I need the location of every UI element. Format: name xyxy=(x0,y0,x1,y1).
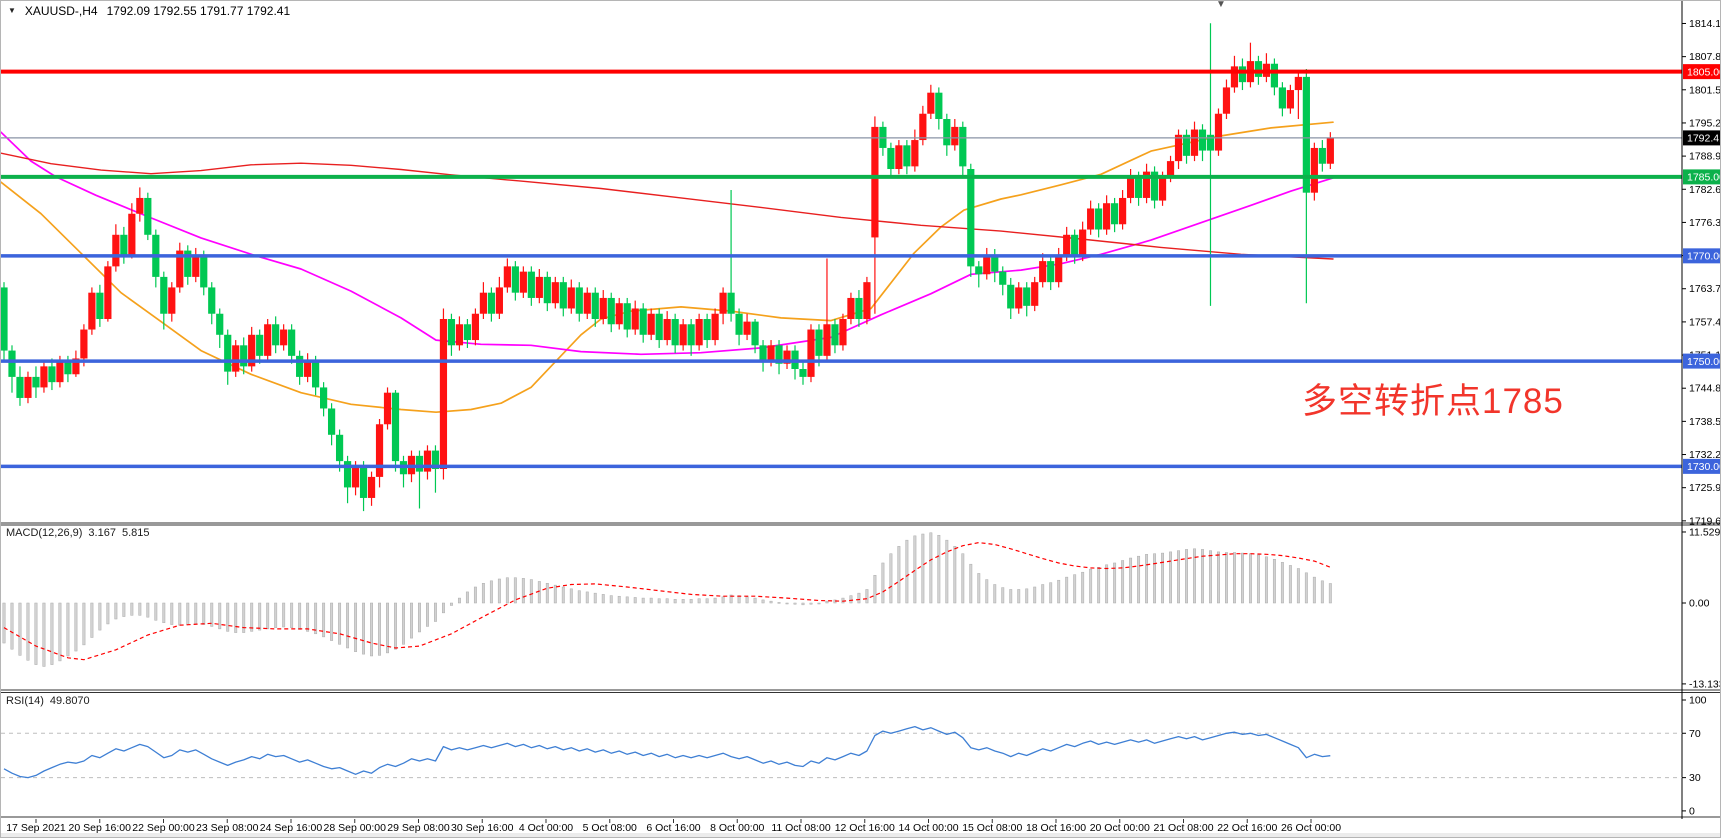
macd-panel: 11.529 0.00 -13.133 xyxy=(2,526,1721,690)
svg-text:26 Oct 00:00: 26 Oct 00:00 xyxy=(1281,822,1341,834)
svg-text:17 Sep 2021: 17 Sep 2021 xyxy=(6,822,66,834)
svg-text:22 Sep 00:00: 22 Sep 00:00 xyxy=(132,822,195,834)
svg-text:1801.55: 1801.55 xyxy=(1689,84,1721,96)
svg-text:5 Oct 08:00: 5 Oct 08:00 xyxy=(583,822,637,834)
svg-text:1776.35: 1776.35 xyxy=(1689,217,1721,229)
ohlc-values: 1792.09 1792.55 1791.77 1792.41 xyxy=(106,4,291,18)
rsi-name: RSI(14) xyxy=(6,695,44,707)
svg-text:100: 100 xyxy=(1689,695,1707,707)
svg-text:21 Oct 08:00: 21 Oct 08:00 xyxy=(1153,822,1213,834)
svg-text:1738.55: 1738.55 xyxy=(1689,416,1721,428)
macd-signal-value: 5.815 xyxy=(121,527,150,539)
price-badge: 1792.41 xyxy=(1683,130,1721,146)
svg-text:1807.85: 1807.85 xyxy=(1689,51,1721,63)
svg-text:70: 70 xyxy=(1689,728,1701,740)
svg-text:1730.00: 1730.00 xyxy=(1687,461,1721,473)
price-axis: 1814.15 1807.85 1801.55 1795.25 1788.95 1782.… xyxy=(1681,1,1721,819)
macd-indicator-label: MACD(12,26,9) 3.167 5.815 xyxy=(6,527,149,539)
candlesticks xyxy=(1,23,1334,512)
svg-text:1785.00: 1785.00 xyxy=(1687,172,1721,184)
svg-text:1805.00: 1805.00 xyxy=(1687,66,1721,78)
svg-text:1750.00: 1750.00 xyxy=(1687,356,1721,368)
svg-text:28 Sep 00:00: 28 Sep 00:00 xyxy=(324,822,387,834)
svg-text:23 Sep 08:00: 23 Sep 08:00 xyxy=(196,822,259,834)
symbol-dropdown-icon[interactable]: ▼ xyxy=(8,6,16,15)
svg-text:29 Sep 08:00: 29 Sep 08:00 xyxy=(387,822,450,834)
chart-shift-marker-icon[interactable]: ▼ xyxy=(1216,0,1226,10)
svg-text:-13.133: -13.133 xyxy=(1689,678,1721,690)
svg-text:15 Oct 08:00: 15 Oct 08:00 xyxy=(962,822,1022,834)
svg-text:1757.45: 1757.45 xyxy=(1689,316,1721,328)
macd-name: MACD(12,26,9) xyxy=(6,527,83,539)
price-badge: 1785.00 xyxy=(1683,169,1721,185)
price-badge: 1770.00 xyxy=(1683,248,1721,264)
svg-text:1744.85: 1744.85 xyxy=(1689,383,1721,395)
chart-annotation-text: 多空转折点1785 xyxy=(1302,382,1564,421)
svg-text:1795.25: 1795.25 xyxy=(1689,117,1721,129)
price-badge: 1805.00 xyxy=(1683,64,1721,80)
svg-text:1725.95: 1725.95 xyxy=(1689,482,1721,494)
svg-text:0: 0 xyxy=(1689,805,1695,817)
svg-text:1732.25: 1732.25 xyxy=(1689,449,1721,461)
svg-text:22 Oct 16:00: 22 Oct 16:00 xyxy=(1217,822,1277,834)
svg-text:11 Oct 08:00: 11 Oct 08:00 xyxy=(771,822,831,834)
macd-main-value: 3.167 xyxy=(88,527,116,539)
svg-text:20 Sep 16:00: 20 Sep 16:00 xyxy=(69,822,132,834)
panel-frames xyxy=(1,522,1720,837)
svg-text:8 Oct 00:00: 8 Oct 00:00 xyxy=(710,822,764,834)
svg-text:20 Oct 00:00: 20 Oct 00:00 xyxy=(1090,822,1150,834)
rsi-panel: 100 70 30 0 xyxy=(1,695,1707,817)
svg-text:30: 30 xyxy=(1689,772,1701,784)
svg-text:6 Oct 16:00: 6 Oct 16:00 xyxy=(646,822,700,834)
rsi-value: 49.8070 xyxy=(49,695,90,707)
symbol-timeframe-label: XAUUSD-,H4 xyxy=(24,4,98,18)
svg-text:24 Sep 16:00: 24 Sep 16:00 xyxy=(260,822,323,834)
price-badge: 1730.00 xyxy=(1683,458,1721,474)
svg-text:11.529: 11.529 xyxy=(1689,526,1720,538)
time-axis: 17 Sep 2021 20 Sep 16:00 22 Sep 00:00 23 Se… xyxy=(6,819,1341,834)
svg-text:1814.15: 1814.15 xyxy=(1689,18,1721,30)
svg-text:1788.95: 1788.95 xyxy=(1689,151,1721,163)
svg-text:1763.75: 1763.75 xyxy=(1689,283,1721,295)
svg-text:1770.00: 1770.00 xyxy=(1687,251,1721,263)
svg-text:4 Oct 00:00: 4 Oct 00:00 xyxy=(519,822,573,834)
svg-text:14 Oct 00:00: 14 Oct 00:00 xyxy=(898,822,958,834)
svg-text:1792.41: 1792.41 xyxy=(1687,133,1721,145)
svg-text:1719.65: 1719.65 xyxy=(1689,515,1721,527)
svg-text:12 Oct 16:00: 12 Oct 16:00 xyxy=(835,822,895,834)
horizontal-level-lines[interactable] xyxy=(1,69,1682,469)
svg-text:18 Oct 16:00: 18 Oct 16:00 xyxy=(1026,822,1086,834)
svg-text:1782.65: 1782.65 xyxy=(1689,184,1721,196)
chart-titlebar: ▼ XAUUSD-,H4 1792.09 1792.55 1791.77 179… xyxy=(8,4,290,18)
rsi-indicator-label: RSI(14) 49.8070 xyxy=(6,695,90,707)
svg-text:30 Sep 16:00: 30 Sep 16:00 xyxy=(451,822,514,834)
price-badge: 1750.00 xyxy=(1683,353,1721,369)
svg-text:0.00: 0.00 xyxy=(1689,598,1710,610)
